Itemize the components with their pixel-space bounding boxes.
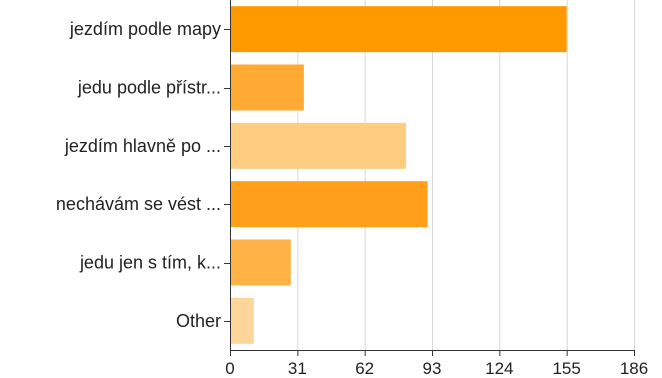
x-tick-label: 93 [423, 359, 442, 378]
category-label: jedu jen s tím, k... [79, 253, 221, 273]
bar [230, 64, 304, 111]
bar [230, 297, 254, 344]
category-label: Other [176, 311, 221, 331]
category-label: jezdím hlavně po ... [64, 136, 221, 156]
bar [230, 6, 567, 53]
bars [230, 6, 567, 344]
category-label: jedu podle přístr... [77, 78, 221, 98]
x-tick-label: 124 [485, 359, 513, 378]
x-tick-label: 62 [355, 359, 374, 378]
x-tick-label: 186 [620, 359, 648, 378]
category-labels: jezdím podle mapy jedu podle přístr... jez… [56, 19, 221, 331]
category-label: nechávám se vést ... [56, 194, 221, 214]
x-tick-label: 155 [552, 359, 580, 378]
gridlines [297, 0, 635, 350]
bar [230, 181, 428, 228]
category-label: jezdím podle mapy [69, 19, 221, 39]
bar [230, 122, 406, 169]
axes [224, 0, 635, 356]
x-tick-label: 0 [225, 359, 234, 378]
x-tick-label: 31 [288, 359, 307, 378]
x-tick-labels: 0 31 62 93 124 155 186 [225, 359, 648, 378]
bar [230, 239, 291, 286]
